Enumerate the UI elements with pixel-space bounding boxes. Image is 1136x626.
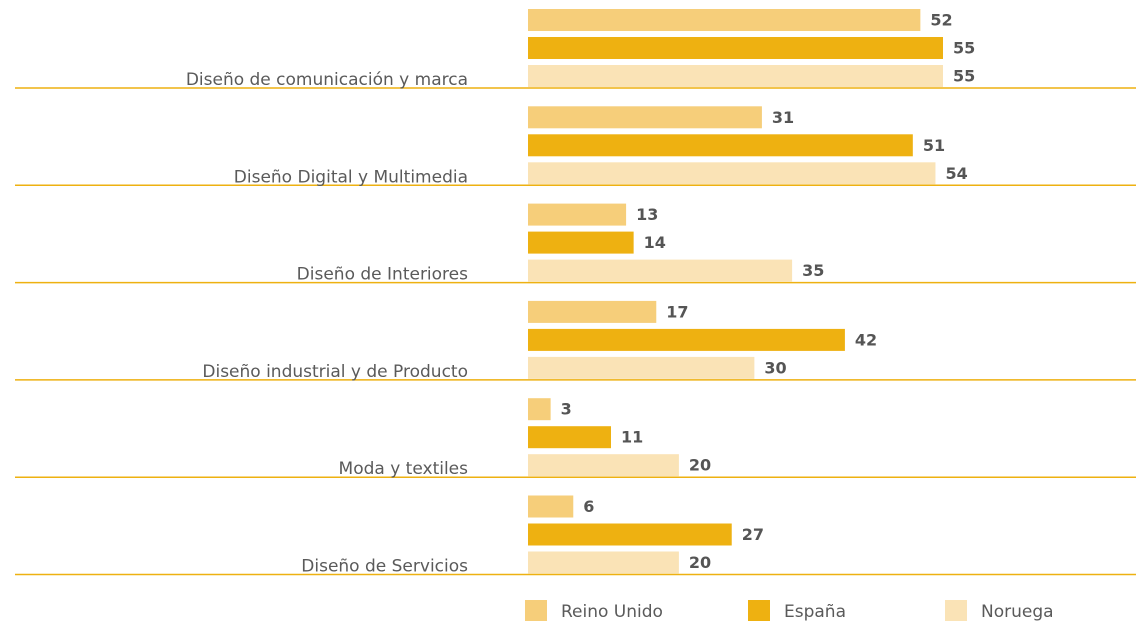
bar	[528, 300, 657, 323]
legend-swatch	[748, 600, 770, 621]
value-label: 11	[621, 428, 643, 447]
bar	[528, 495, 574, 518]
legend-label: Reino Unido	[561, 602, 663, 622]
category-label: Diseño Digital y Multimedia	[234, 167, 468, 187]
value-label: 20	[689, 456, 711, 475]
value-label: 55	[953, 67, 975, 86]
value-label: 3	[561, 400, 572, 419]
bar	[528, 203, 627, 226]
bar	[528, 328, 845, 351]
value-label: 30	[764, 358, 786, 377]
value-label: 20	[689, 553, 711, 572]
category-label: Diseño de Servicios	[301, 557, 468, 577]
bar	[528, 134, 913, 157]
bar	[528, 231, 634, 254]
value-label: 13	[636, 205, 658, 224]
value-label: 31	[772, 108, 794, 127]
category-label: Diseño industrial y de Producto	[202, 362, 468, 382]
category-label: Diseño de Interiores	[297, 265, 468, 285]
value-label: 52	[930, 11, 952, 30]
legend-swatch	[945, 600, 967, 621]
bar	[528, 551, 679, 574]
bar	[528, 106, 762, 129]
value-label: 42	[855, 330, 877, 349]
value-label: 17	[666, 302, 688, 321]
bar	[528, 356, 755, 379]
bar	[528, 454, 679, 477]
value-label: 51	[923, 136, 945, 155]
value-label: 35	[802, 261, 824, 280]
category-label: Moda y textiles	[339, 459, 469, 479]
legend-swatch	[525, 600, 547, 621]
bar	[528, 37, 943, 59]
legend-label: España	[784, 602, 846, 622]
bar	[528, 523, 732, 546]
value-label: 27	[742, 525, 764, 544]
value-label: 14	[644, 233, 666, 252]
bar	[528, 426, 611, 449]
bar	[528, 65, 943, 87]
value-label: 54	[945, 164, 967, 183]
bar	[528, 162, 936, 185]
bar	[528, 398, 551, 421]
bar	[528, 259, 793, 282]
legend-label: Noruega	[981, 602, 1054, 622]
bar	[528, 9, 921, 31]
value-label: 6	[583, 497, 594, 516]
value-label: 55	[953, 39, 975, 58]
category-label: Diseño de comunicación y marca	[186, 70, 468, 90]
